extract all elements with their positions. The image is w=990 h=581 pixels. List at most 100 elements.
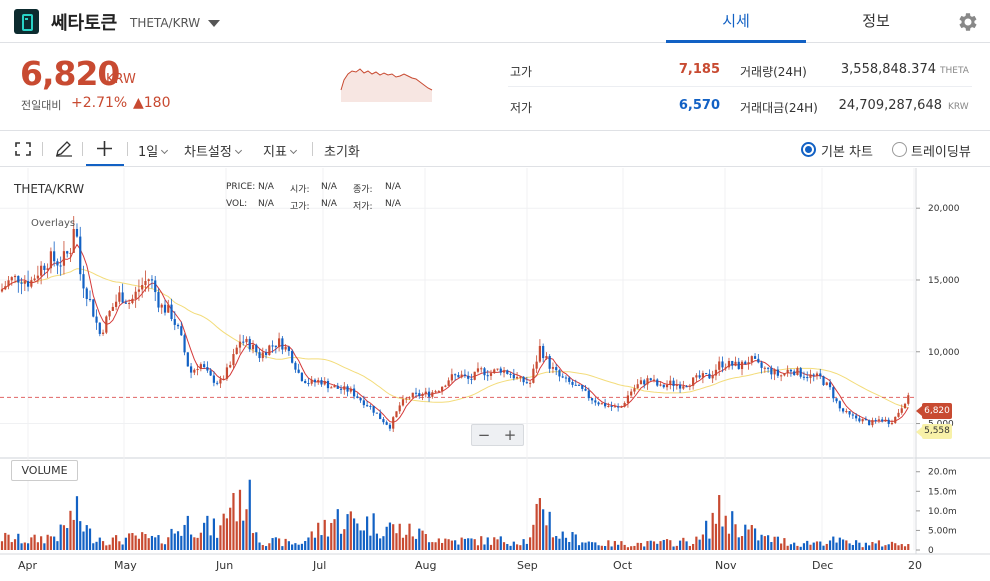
candle-body (881, 419, 884, 422)
legend-low-value: N/A (385, 199, 401, 209)
volume-bar (352, 518, 356, 550)
candle-body (134, 291, 137, 299)
coin-select-dropdown-icon[interactable] (208, 20, 220, 27)
volume-bar (144, 534, 147, 550)
tab-quote[interactable]: 시세 (666, 0, 806, 43)
indicators-menu[interactable]: 지표 (263, 141, 297, 160)
volume-bar (441, 542, 444, 550)
candle-body (141, 285, 144, 290)
candle-body (398, 405, 401, 412)
candle-body (95, 316, 98, 323)
volume-bar (835, 542, 838, 550)
crosshair-tool[interactable] (86, 131, 124, 166)
candle-body (815, 373, 819, 376)
pencil-draw-icon[interactable] (55, 141, 73, 157)
candle-body (258, 352, 261, 359)
interval-select[interactable]: 1일 (138, 141, 169, 160)
volume-bar (688, 545, 691, 550)
candle-body (757, 358, 760, 363)
volume-bar (82, 531, 85, 550)
candle-body (444, 385, 447, 387)
volume-bar (848, 543, 851, 550)
candle-body (561, 376, 564, 378)
volume-bar (369, 535, 372, 550)
volume-24h-value: 3,558,848.374 (840, 62, 936, 77)
volume-bar (379, 538, 382, 550)
volume-bar (724, 515, 727, 550)
candle-body (281, 338, 284, 350)
candle-body (261, 352, 264, 359)
candle-body (431, 392, 434, 397)
volume-bar (242, 520, 245, 550)
volume-bar (564, 537, 568, 550)
candle-body (675, 384, 678, 386)
settings-gear-icon[interactable] (956, 10, 980, 34)
legend-vol-label: VOL: (226, 199, 248, 209)
zoom-in-button[interactable]: + (503, 426, 517, 444)
candle-body (352, 388, 356, 397)
candle-body (307, 383, 310, 385)
candle-body (20, 282, 23, 284)
candle-body (333, 385, 336, 388)
tradingview-radio[interactable] (892, 142, 907, 157)
basic-chart-radio[interactable] (801, 142, 816, 157)
volume-bar (98, 537, 101, 550)
basic-chart-label[interactable]: 기본 차트 (821, 145, 873, 160)
volume-bar (825, 543, 828, 550)
volume-bar (313, 537, 317, 550)
volume-bar (770, 542, 773, 550)
candle-body (317, 380, 320, 383)
candlestick-chart[interactable]: Apr May Jun Jul Aug Sep Oct Nov Dec 20 20,000 15,00… (0, 168, 990, 581)
volume-bar (137, 538, 141, 550)
candle-body (786, 369, 789, 374)
candle-body (108, 310, 111, 317)
candle-body (460, 374, 463, 378)
volume-bar (665, 539, 669, 550)
reset-button[interactable]: 초기화 (324, 145, 360, 160)
volume-bar (304, 541, 307, 550)
volume-bar (225, 518, 229, 550)
tradingview-label[interactable]: 트레이딩뷰 (911, 145, 971, 160)
volume-bar (509, 545, 512, 550)
candle-body (890, 422, 894, 424)
volume-bar (473, 539, 476, 550)
legend-close-label: 종가: (353, 185, 373, 195)
candle-body (705, 373, 708, 375)
volume-bar (649, 540, 652, 550)
volume-bar (692, 543, 695, 550)
candle-body (313, 379, 317, 383)
candle-body (652, 379, 656, 381)
volume-bar (26, 543, 30, 550)
zoom-out-button[interactable]: − (477, 426, 491, 444)
candle-body (760, 362, 763, 368)
candle-body (199, 364, 202, 370)
low-label: 저가 (510, 101, 533, 115)
chart-settings-menu[interactable]: 차트설정 (184, 141, 242, 160)
candle-body (310, 379, 313, 384)
candle-body (753, 356, 757, 359)
candle-body (206, 367, 209, 371)
candle-body (17, 275, 20, 283)
volume-bar (356, 523, 359, 550)
volume-bar (832, 536, 835, 550)
chevron-down-icon (234, 146, 242, 155)
candle-body (69, 252, 72, 254)
tab-info[interactable]: 정보 (862, 12, 890, 30)
candle-body (858, 418, 861, 422)
volume-bar (705, 520, 708, 550)
volume-bar (235, 521, 238, 550)
candle-body (157, 292, 160, 308)
candle-body (740, 361, 744, 370)
volume-bar (457, 544, 460, 550)
candle-body (268, 345, 271, 356)
candle-body (26, 281, 30, 287)
volume-bar (264, 546, 268, 550)
candle-body (636, 384, 639, 389)
candle-body (463, 374, 467, 376)
fullscreen-icon[interactable] (15, 142, 31, 156)
candle-body (600, 403, 603, 405)
volume-bar (786, 545, 789, 550)
candle-body (522, 376, 525, 383)
volume-bar (199, 532, 202, 550)
candle-body (92, 299, 95, 317)
